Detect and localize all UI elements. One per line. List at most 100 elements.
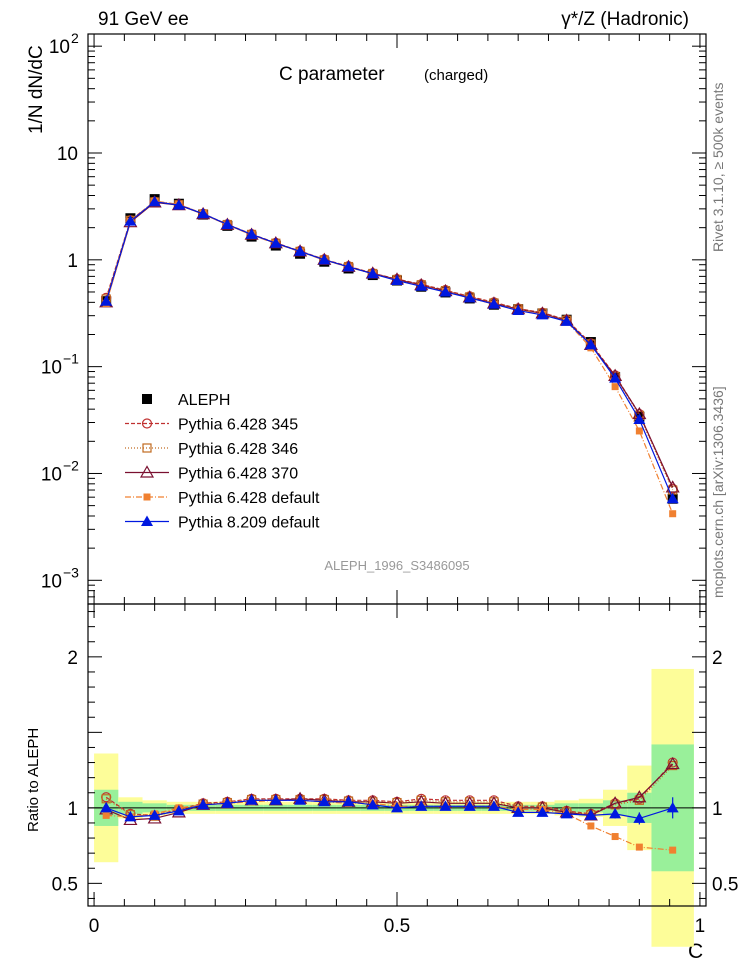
ratio-point <box>269 794 282 805</box>
ratio-point <box>148 809 161 820</box>
y-tick-label: 10 <box>41 571 62 592</box>
ratio-point <box>634 795 644 805</box>
ratio-point <box>391 801 403 813</box>
data-point <box>124 215 137 226</box>
legend-marker <box>143 493 151 501</box>
y-tick-label: 1 <box>67 251 78 272</box>
y-axis-label: 1/N dN/dC <box>26 45 47 134</box>
header-right: γ*/Z (Hadronic) <box>561 9 689 30</box>
legend-label: Pythia 6.428 346 <box>178 441 298 458</box>
ratio-point <box>665 756 680 770</box>
data-point <box>172 199 185 210</box>
plot-title: C parameter <box>279 64 385 85</box>
ratio-point <box>124 810 137 822</box>
legend-label: Pythia 8.209 default <box>178 515 320 532</box>
ratio-y-axis-label: Ratio to ALEPH <box>25 728 42 832</box>
ratio-point <box>633 812 646 823</box>
data-point <box>609 372 622 383</box>
data-point <box>633 413 646 425</box>
ratio-y-tick-label: 2 <box>67 648 78 669</box>
ratio-point <box>609 807 622 819</box>
y-tick-label-exponent: −2 <box>63 457 79 473</box>
ratio-point <box>100 801 113 813</box>
mcplots-label: mcplots.cern.ch [arXiv:1306.3436] <box>710 386 726 598</box>
ratio-point <box>415 800 428 811</box>
data-point <box>669 510 677 518</box>
legend-marker <box>141 515 153 526</box>
legend: ALEPH Pythia 6.428 345 Pythia 6.428 346 Pyt… <box>125 392 320 532</box>
y-tick-label-exponent: −1 <box>63 351 79 367</box>
ratio-point <box>463 800 476 811</box>
y-tick-label: 10 <box>57 144 78 165</box>
data-point <box>666 492 679 504</box>
ratio-y-tick-label-right: 0.5 <box>712 874 738 895</box>
ratio-point <box>245 794 258 805</box>
x-tick-label: 0.5 <box>384 916 410 937</box>
data-point <box>560 315 573 326</box>
data-point <box>269 237 282 248</box>
ratio-y-tick-label-right: 1 <box>712 799 723 820</box>
ratio-point <box>608 796 623 809</box>
legend-label: ALEPH <box>178 392 230 409</box>
ratio-frame <box>87 603 707 907</box>
ratio-point <box>294 794 307 805</box>
ratio-point <box>318 795 331 807</box>
data-point <box>665 480 680 493</box>
y-tick-label-exponent: −3 <box>63 564 79 580</box>
data-point <box>197 207 210 219</box>
ratio-point <box>342 795 355 807</box>
ratio-y-tick-label: 0.5 <box>52 874 78 895</box>
legend-marker <box>142 394 152 404</box>
legend-label: Pythia 6.428 345 <box>178 417 298 434</box>
data-point <box>415 280 428 291</box>
ratio-point <box>669 846 677 854</box>
x-tick-label: 1 <box>695 916 706 937</box>
ratio-point <box>221 797 234 808</box>
data-point <box>245 228 258 239</box>
data-point <box>221 218 234 230</box>
legend-label: Pythia 6.428 370 <box>178 466 298 483</box>
data-point <box>512 304 525 316</box>
ratio-point <box>197 798 210 810</box>
data-point <box>584 338 597 350</box>
header-left: 91 GeV ee <box>98 9 189 30</box>
data-point <box>294 245 307 256</box>
y-tick-label: 10 <box>41 358 62 379</box>
analysis-watermark: ALEPH_1996_S3486095 <box>324 558 469 573</box>
data-point <box>391 274 403 286</box>
ratio-point <box>560 807 573 819</box>
legend-marker <box>141 418 153 429</box>
plot-subtitle: (charged) <box>424 67 488 84</box>
data-point <box>463 291 476 303</box>
data-point <box>439 285 452 297</box>
y-tick-label: 10 <box>41 464 62 485</box>
legend-marker <box>139 465 155 478</box>
ratio-point <box>439 800 452 811</box>
data-point <box>318 253 331 265</box>
ratio-point <box>487 800 500 811</box>
ratio-point <box>102 811 110 819</box>
rivet-label: Rivet 3.1.10, ≥ 500k events <box>710 82 726 252</box>
data-point <box>342 260 355 272</box>
data-point <box>148 195 161 207</box>
ratio-point <box>584 809 597 820</box>
data-point <box>635 427 643 435</box>
x-tick-label: 0 <box>89 916 100 937</box>
legend-marker <box>142 443 152 453</box>
data-point <box>366 267 379 279</box>
ratio-point <box>666 801 679 813</box>
ratio-y-tick-label-right: 2 <box>712 648 723 669</box>
legend-label: Pythia 6.428 default <box>178 490 320 507</box>
ratio-point <box>366 798 379 810</box>
ratio-point <box>172 804 185 816</box>
ratio-point <box>611 833 619 841</box>
data-point <box>100 295 113 306</box>
ratio-point <box>587 822 595 830</box>
ratio-y-tick-label: 1 <box>67 799 78 820</box>
y-tick-label: 10 <box>49 37 70 58</box>
ratio-point <box>635 843 643 851</box>
data-point <box>536 308 549 320</box>
